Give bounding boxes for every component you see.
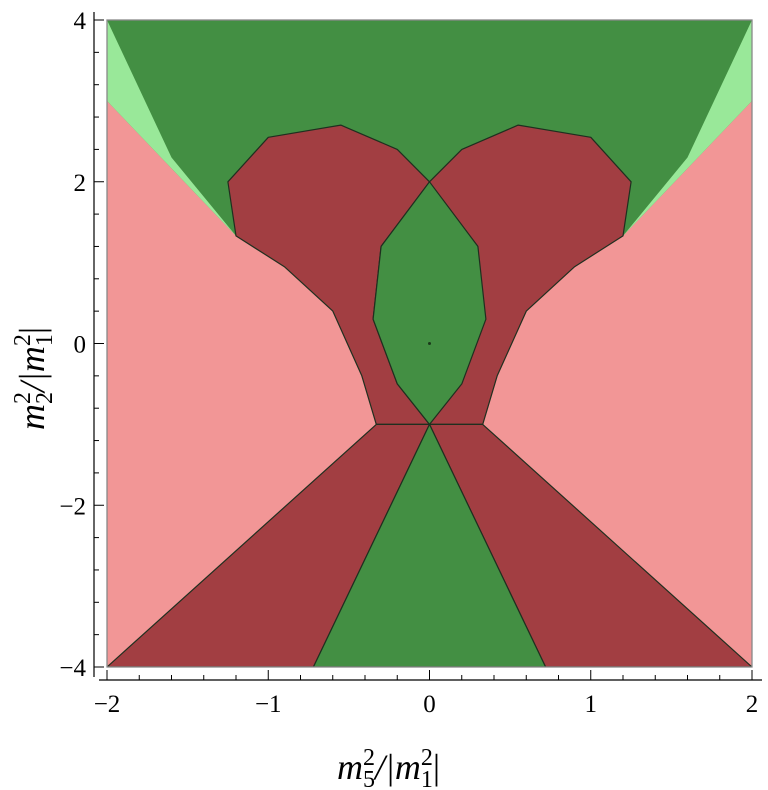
y-tick-label: 0	[74, 332, 87, 359]
y-tick-label: −2	[59, 493, 86, 520]
region-pink-right	[482, 100, 752, 667]
plot-frame	[106, 19, 753, 668]
region-pink-left	[107, 100, 377, 667]
y-axis: −4 −2 0 2 4	[59, 8, 104, 682]
y-tick-label: 2	[74, 170, 87, 197]
center-point	[428, 342, 431, 345]
x-axis: −2 −1 0 1 2	[94, 670, 762, 718]
x-tick-label: −1	[255, 691, 282, 718]
y-tick-label: 4	[74, 8, 87, 35]
region-wedge-right	[428, 423, 752, 667]
x-tick-label: −2	[94, 691, 121, 718]
region-lower-triangle	[312, 423, 547, 667]
x-tick-label: 0	[423, 691, 436, 718]
x-tick-label: 1	[585, 691, 598, 718]
x-axis-label: m52/|m12|	[337, 745, 440, 790]
x-tick-label: 2	[746, 691, 759, 718]
region-wedge-left	[107, 423, 431, 667]
y-tick-label: −4	[59, 655, 86, 682]
regions-layer	[107, 20, 752, 667]
y-axis-label: m22/|m12|	[10, 327, 58, 430]
